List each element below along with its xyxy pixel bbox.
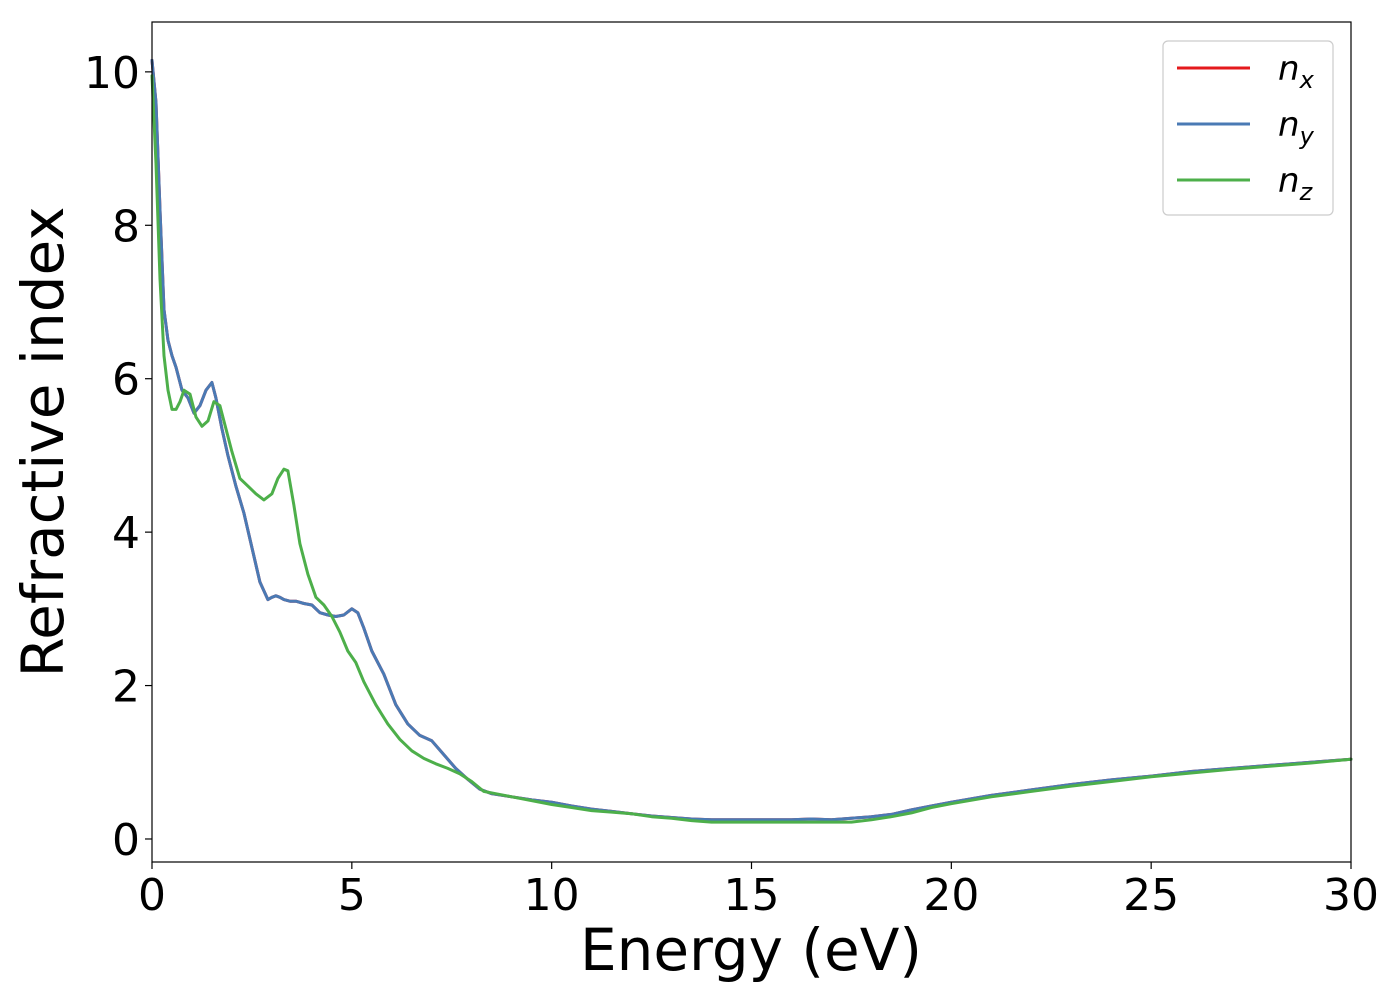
x-tick-label: 5 bbox=[338, 870, 366, 921]
y-axis-title: Refractive index bbox=[9, 206, 77, 677]
y-tick-label: 10 bbox=[84, 48, 140, 99]
y-tick-label: 6 bbox=[112, 355, 140, 406]
y-tick-label: 2 bbox=[112, 662, 140, 713]
x-axis-title: Energy (eV) bbox=[580, 916, 922, 984]
y-tick-label: 4 bbox=[112, 508, 140, 559]
legend-label-main: n bbox=[1278, 161, 1300, 201]
x-tick-label: 10 bbox=[524, 870, 580, 921]
legend-label-subscript: x bbox=[1299, 66, 1315, 94]
legend-label-y: ny bbox=[1278, 105, 1315, 150]
x-tick-label: 20 bbox=[923, 870, 979, 921]
x-axis-ticks: 0 5 10 15 20 25 30 bbox=[138, 862, 1379, 921]
legend-label-z: nz bbox=[1278, 161, 1314, 206]
x-tick-label: 15 bbox=[724, 870, 780, 921]
legend-label-x: nx bbox=[1278, 49, 1315, 94]
x-tick-label: 30 bbox=[1323, 870, 1379, 921]
x-tick-label: 0 bbox=[138, 870, 166, 921]
legend-box bbox=[1162, 40, 1334, 216]
y-axis-ticks: 0 2 4 6 8 10 bbox=[84, 48, 152, 866]
y-tick-label: 8 bbox=[112, 201, 140, 252]
y-tick-label: 0 bbox=[112, 815, 140, 866]
series-layer bbox=[150, 58, 1353, 824]
series-line-z bbox=[150, 74, 1353, 824]
x-tick-label: 25 bbox=[1123, 870, 1179, 921]
legend-label-subscript: y bbox=[1299, 122, 1315, 150]
legend-label-main: n bbox=[1278, 49, 1300, 89]
legend-label-subscript: z bbox=[1299, 178, 1314, 206]
legend-label-main: n bbox=[1278, 105, 1300, 145]
